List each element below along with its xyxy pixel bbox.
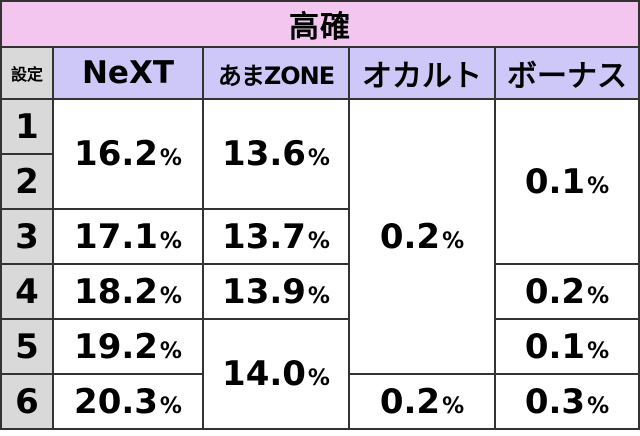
header-bonus: ボーナス — [493, 46, 640, 100]
percent-sign: % — [159, 393, 182, 419]
next-rate-s12-value: 16.2 — [74, 134, 158, 174]
header-occult: オカルト — [348, 46, 496, 100]
percent-sign: % — [159, 338, 182, 364]
percent-sign: % — [307, 366, 330, 391]
occult-rate-s1to5: 0.2% — [348, 98, 496, 375]
bonus-rate-s5-value: 0.1 — [524, 326, 586, 367]
next-rate-s4: 18.2% — [52, 263, 204, 320]
percent-sign: % — [587, 338, 610, 364]
bonus-rate-s1to3: 0.1% — [493, 98, 640, 265]
setting-level-5: 5 — [0, 318, 54, 375]
percent-sign: % — [442, 393, 465, 419]
percent-sign: % — [307, 283, 330, 309]
ama-zone-rate-s12-value: 13.6 — [222, 134, 306, 174]
percent-sign: % — [307, 146, 330, 171]
bonus-rate-s1to3-value: 0.1 — [524, 161, 586, 202]
next-rate-s4-value: 18.2 — [74, 271, 158, 312]
bonus-rate-s6-value: 0.3 — [524, 381, 586, 422]
ama-zone-rate-s4: 13.9% — [202, 263, 350, 320]
percent-sign: % — [159, 228, 182, 254]
ama-zone-rate-s56: 14.0% — [202, 318, 350, 430]
setting-level-4: 4 — [0, 263, 54, 320]
setting-level-1: 1 — [0, 98, 54, 155]
ama-zone-rate-s3-value: 13.7 — [222, 216, 306, 257]
header-ama-zone: あまZONE — [202, 46, 350, 100]
header-setting: 設定 — [0, 46, 54, 100]
percent-sign: % — [307, 228, 330, 254]
setting-level-6: 6 — [0, 373, 54, 430]
setting-level-2: 2 — [0, 153, 54, 210]
percent-sign: % — [587, 393, 610, 419]
percent-sign: % — [442, 228, 465, 254]
percent-sign: % — [587, 283, 610, 309]
occult-rate-s6-value: 0.2 — [379, 381, 441, 422]
next-rate-s12: 16.2% — [52, 98, 204, 210]
percent-sign: % — [159, 146, 182, 171]
next-rate-s5: 19.2% — [52, 318, 204, 375]
bonus-rate-s4: 0.2% — [493, 263, 640, 320]
next-rate-s6-value: 20.3 — [74, 381, 158, 422]
occult-rate-s6: 0.2% — [348, 373, 496, 430]
bonus-rate-s5: 0.1% — [493, 318, 640, 375]
ama-zone-rate-s56-value: 14.0 — [222, 354, 306, 394]
ama-zone-rate-s3: 13.7% — [202, 208, 350, 265]
occult-rate-s1to5-value: 0.2 — [379, 216, 441, 257]
next-rate-s6: 20.3% — [52, 373, 204, 430]
ama-zone-rate-s12: 13.6% — [202, 98, 350, 210]
setting-level-3: 3 — [0, 208, 54, 265]
bonus-rate-s4-value: 0.2 — [524, 271, 586, 312]
bonus-rate-s6: 0.3% — [493, 373, 640, 430]
percent-sign: % — [159, 283, 182, 309]
next-rate-s3: 17.1% — [52, 208, 204, 265]
ama-zone-rate-s4-value: 13.9 — [222, 271, 306, 312]
next-rate-s3-value: 17.1 — [74, 216, 158, 257]
next-rate-s5-value: 19.2 — [74, 326, 158, 367]
header-next: NeXT — [52, 46, 204, 100]
table-title: 高確 — [0, 0, 640, 48]
percent-sign: % — [587, 173, 610, 199]
